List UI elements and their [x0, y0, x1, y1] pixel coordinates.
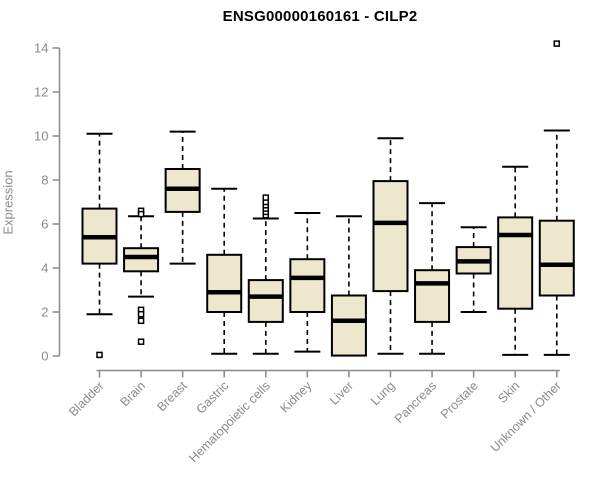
box-iqr	[289, 258, 326, 314]
box-iqr	[330, 294, 367, 357]
y-tick-label: 14	[34, 41, 48, 56]
x-tick-label: Brain	[118, 379, 149, 410]
x-tick-label: Kidney	[278, 378, 315, 415]
x-tick-label: Lung	[368, 379, 398, 409]
outlier-point	[262, 194, 270, 201]
chart-title: ENSG00000160161 - CILP2	[222, 8, 418, 25]
x-tick-label: Gastric	[193, 379, 231, 417]
outlier-point	[137, 310, 145, 318]
y-tick-label: 12	[34, 85, 48, 100]
y-tick-label: 8	[41, 173, 48, 188]
box-iqr	[247, 279, 284, 323]
outlier-point	[137, 338, 145, 345]
x-tick-label: Breast	[154, 378, 190, 414]
x-tick-label: Hematopoietic cells	[186, 379, 273, 466]
y-tick-label: 6	[41, 217, 48, 232]
x-tick-label: Liver	[327, 379, 356, 408]
y-tick-label: 2	[41, 305, 48, 320]
y-tick-label: 0	[41, 349, 48, 364]
y-tick-label: 4	[41, 261, 48, 276]
box-iqr	[206, 253, 243, 314]
outlier-point	[96, 351, 103, 359]
outlier-point	[137, 317, 145, 325]
box-iqr	[497, 216, 534, 310]
x-tick-label: Bladder	[66, 379, 106, 419]
outlier-point	[137, 210, 145, 218]
box-iqr	[123, 247, 160, 273]
x-tick-label: Prostate	[438, 379, 481, 422]
outlier-point	[553, 40, 561, 47]
box-iqr	[414, 269, 451, 323]
x-tick-label: Unknown / Other	[488, 379, 564, 455]
x-tick-label: Pancreas	[392, 379, 439, 426]
x-tick-label: Skin	[495, 379, 522, 406]
box-iqr	[372, 180, 409, 293]
y-tick-label: 10	[34, 129, 48, 144]
box-iqr	[538, 219, 575, 297]
y-axis-title: Expression	[0, 170, 16, 235]
